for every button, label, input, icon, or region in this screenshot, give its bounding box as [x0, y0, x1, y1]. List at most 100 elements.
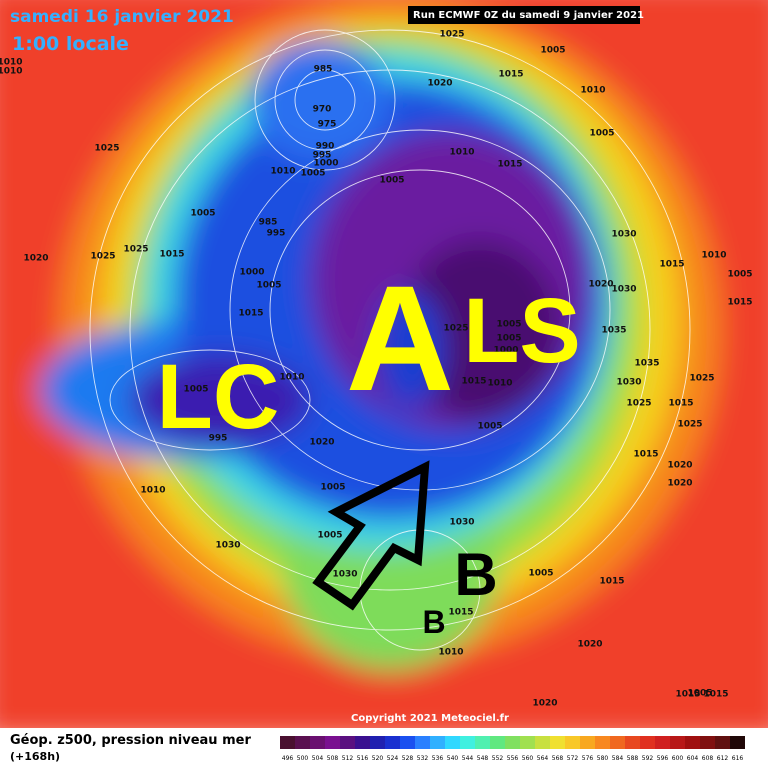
copyright: Copyright 2021 Meteociel.fr [351, 713, 509, 724]
run-box [408, 6, 640, 24]
lead-time: (+168h) [10, 750, 60, 763]
pressure-label: 985 [259, 218, 278, 228]
pressure-label: 1005 [589, 129, 614, 139]
pressure-label: 1005 [317, 531, 342, 541]
pressure-label: 1005 [496, 334, 521, 344]
scale-cell [565, 736, 580, 749]
pressure-label: 1005 [256, 281, 281, 291]
scale-cell [535, 736, 550, 749]
pressure-label: 1010 [279, 373, 304, 383]
legend-title: Géop. z500, pression niveau mer [10, 733, 251, 748]
pressure-label: 1025 [439, 30, 464, 40]
scale-label: 564 [537, 755, 549, 762]
pressure-label: 1015 [461, 377, 486, 387]
scale-label: 568 [552, 755, 564, 762]
pressure-label: 1010 [701, 251, 726, 261]
pressure-label: 1005 [496, 320, 521, 330]
scale-cell [505, 736, 520, 749]
pressure-label: 1025 [443, 324, 468, 334]
scale-label: 532 [417, 755, 429, 762]
scale-cell [280, 736, 295, 749]
pressure-label: 1025 [94, 144, 119, 154]
scale-label: 536 [432, 755, 444, 762]
pressure-label: 1005 [477, 422, 502, 432]
pressure-label: 1010 [438, 648, 463, 658]
scale-label: 612 [717, 755, 729, 762]
pressure-label: 1005 [379, 176, 404, 186]
pressure-labels: 1025100510151010102098597097599099510001… [0, 30, 753, 709]
scale-cell [445, 736, 460, 749]
pressure-label: 1010 [140, 486, 165, 496]
pressure-label: 1020 [588, 280, 613, 290]
scale-cell [595, 736, 610, 749]
pressure-label: 1015 [727, 298, 752, 308]
scale-label: 524 [387, 755, 399, 762]
scale-cell [685, 736, 700, 749]
pressure-label: 970 [313, 105, 332, 115]
scale-label: 552 [492, 755, 504, 762]
pressure-label: 1005 [320, 483, 345, 493]
scale-cell [400, 736, 415, 749]
scale-cell [490, 736, 505, 749]
pressure-label: 1010 [0, 58, 23, 68]
scale-label: 544 [462, 755, 474, 762]
scale-cell [385, 736, 400, 749]
scale-label: 556 [507, 755, 519, 762]
color-scale: 496 500 504 508 512 516 520 524 528 532 536 540 544 5… [280, 736, 745, 762]
scale-cell [640, 736, 655, 749]
pressure-label: 1025 [123, 245, 148, 255]
pressure-label: 1005 [183, 385, 208, 395]
scale-cell [715, 736, 730, 749]
pressure-label: 1010 [449, 148, 474, 158]
run-info: Run ECMWF 0Z du samedi 9 janvier 2021 [413, 10, 644, 21]
pressure-label: 1025 [677, 420, 702, 430]
scale-label: 580 [597, 755, 609, 762]
pressure-label: 995 [313, 151, 332, 161]
local-time: 1:00 locale [12, 33, 129, 55]
pressure-label: 1030 [215, 541, 240, 551]
annotation-ls: LS [463, 280, 581, 382]
pressure-label: 1025 [90, 252, 115, 262]
pressure-label: 1020 [427, 79, 452, 89]
scale-cell [580, 736, 595, 749]
pressure-label: 1030 [611, 285, 636, 295]
pressure-label: 995 [267, 229, 286, 239]
annotation-a: A [346, 254, 454, 422]
scale-label: 508 [327, 755, 339, 762]
annotation-b-small: B [422, 604, 445, 640]
scale-label: 616 [732, 755, 744, 762]
pressure-label: 1005 [687, 689, 712, 699]
pressure-label: 1000 [239, 268, 264, 278]
pressure-label: 1020 [667, 461, 692, 471]
scale-cell [430, 736, 445, 749]
pressure-label: 1020 [23, 254, 48, 264]
pressure-label: 1010 [487, 379, 512, 389]
scale-cell [730, 736, 745, 749]
scale-label: 600 [672, 755, 684, 762]
pressure-label: 1020 [309, 438, 334, 448]
pressure-label: 985 [314, 65, 333, 75]
scale-cell [340, 736, 355, 749]
pressure-label: 1015 [498, 70, 523, 80]
scale-cell [610, 736, 625, 749]
scale-cell [325, 736, 340, 749]
scale-cell [700, 736, 715, 749]
pressure-label: 1000 [313, 159, 338, 169]
pressure-label: 1015 [238, 309, 263, 319]
scale-cell [655, 736, 670, 749]
date: samedi 16 janvier 2021 [10, 7, 234, 27]
scale-label: 528 [402, 755, 414, 762]
pressure-label: 1000 [493, 346, 518, 356]
pressure-label: 1015 [668, 399, 693, 409]
pressure-label: 1010 [270, 167, 295, 177]
scale-label: 584 [612, 755, 624, 762]
pressure-label: 1015 [497, 160, 522, 170]
pressure-label: 1025 [626, 399, 651, 409]
pressure-label: 1025 [689, 374, 714, 384]
scale-label: 500 [297, 755, 309, 762]
scale-label: 512 [342, 755, 354, 762]
scale-label: 496 [282, 755, 294, 762]
pressure-label: 1015 [675, 690, 700, 700]
pressure-label: 1015 [703, 690, 728, 700]
scale-cell [310, 736, 325, 749]
